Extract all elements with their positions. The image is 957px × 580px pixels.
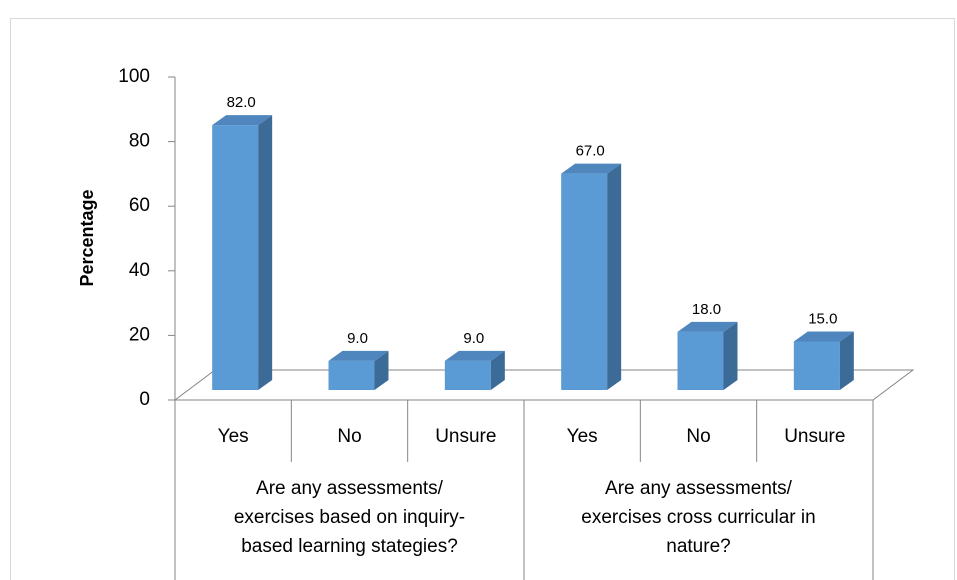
bar-top (212, 115, 273, 126)
bar-side (258, 115, 273, 390)
group-label: Are any assessments/ exercises based on … (233, 478, 466, 557)
value-label: 18.0 (692, 301, 721, 318)
bar-front (212, 125, 259, 390)
value-label: 9.0 (347, 330, 368, 347)
value-label: 82.0 (227, 94, 256, 111)
bar-side (374, 350, 389, 390)
bar-front (328, 360, 375, 390)
bar-top (793, 331, 854, 342)
x-tick-label: Yes (218, 426, 249, 447)
x-tick-label: No (686, 426, 710, 447)
y-tick-label: 40 (129, 260, 150, 281)
bar (561, 163, 622, 390)
y-tick-label: 80 (129, 131, 150, 152)
bar-front (444, 360, 491, 390)
x-tick-label: Unsure (435, 426, 496, 447)
y-tick-label: 60 (129, 195, 150, 216)
value-label: 9.0 (463, 330, 484, 347)
y-axis-label: Percentage (77, 189, 97, 286)
x-tick-label: Unsure (784, 426, 845, 447)
bar-top (328, 350, 389, 361)
x-tick-label: No (337, 426, 361, 447)
bar-front (677, 331, 724, 390)
bar-side (723, 321, 738, 390)
x-tick-label: Yes (567, 426, 598, 447)
bar (444, 350, 505, 390)
y-tick-label: 100 (118, 66, 150, 87)
y-tick-label: 0 (139, 389, 150, 410)
bar-side (839, 331, 854, 390)
bar-side (490, 350, 505, 390)
chart-border (10, 18, 955, 580)
bar-front (561, 173, 608, 390)
bar (677, 321, 738, 390)
bar-top (561, 163, 622, 174)
bar-top (677, 321, 738, 332)
bar (793, 331, 854, 390)
y-tick-label: 20 (129, 324, 150, 345)
bar (328, 350, 389, 390)
group-label: Are any assessments/ exercises cross cur… (581, 478, 816, 557)
bar-front (793, 341, 840, 390)
bar-side (607, 163, 622, 390)
bar-top (444, 350, 505, 361)
bar (212, 115, 273, 390)
value-label: 15.0 (808, 311, 837, 328)
value-label: 67.0 (576, 143, 605, 160)
